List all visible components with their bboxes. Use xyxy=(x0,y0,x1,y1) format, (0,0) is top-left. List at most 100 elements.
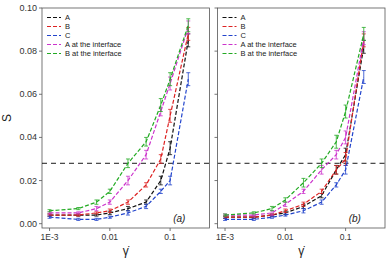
y-axis-label: S xyxy=(0,114,14,122)
error-bar xyxy=(252,218,256,220)
x-tick xyxy=(345,228,346,231)
plot-frame xyxy=(42,8,210,228)
error-bar xyxy=(144,137,148,146)
error-bar xyxy=(186,73,190,86)
error-bar xyxy=(283,214,287,216)
error-bar xyxy=(144,204,148,208)
error-bar xyxy=(362,27,366,40)
error-bar xyxy=(344,131,348,144)
legend-swatch xyxy=(223,17,237,18)
x-tick xyxy=(285,228,286,231)
legend: ABCA at the interfaceB at the interface xyxy=(223,13,298,58)
error-bar xyxy=(283,202,287,206)
error-bar xyxy=(223,218,227,220)
y-tick-label: 0.02 xyxy=(19,176,37,186)
error-bar xyxy=(223,214,227,216)
error-bar xyxy=(126,159,130,168)
series-line xyxy=(50,25,189,210)
y-tick xyxy=(39,51,42,52)
series-line xyxy=(225,34,364,215)
series-line xyxy=(50,40,189,215)
series-line xyxy=(50,79,189,219)
y-tick xyxy=(39,94,42,95)
error-bar xyxy=(301,178,305,187)
error-bar xyxy=(159,155,163,164)
legend-label: A at the interface xyxy=(241,40,297,49)
error-bar xyxy=(334,150,338,159)
error-bar xyxy=(94,218,98,220)
plot-data xyxy=(218,27,386,220)
error-bar xyxy=(159,99,163,112)
y-tick-label: 0.08 xyxy=(19,46,37,56)
series-line xyxy=(225,40,364,217)
legend-swatch xyxy=(47,53,61,54)
y-tick xyxy=(215,8,218,9)
error-bar xyxy=(283,198,287,202)
error-bar xyxy=(344,105,348,118)
error-bar xyxy=(126,200,130,204)
error-bar xyxy=(168,142,172,155)
series-line xyxy=(225,38,364,215)
legend-label: B xyxy=(241,22,246,31)
legend-label: C xyxy=(65,31,71,40)
error-bar xyxy=(108,216,112,218)
error-bar xyxy=(334,165,338,174)
legend-label: A at the interface xyxy=(65,40,121,49)
error-bar xyxy=(320,200,324,204)
y-tick xyxy=(215,51,218,52)
error-bar xyxy=(108,209,112,212)
figure: 0.000.020.040.060.080.101E-30.010.1γ̇S(a… xyxy=(0,0,390,262)
reference-line xyxy=(218,163,386,164)
x-tick-label: 0.01 xyxy=(277,232,294,242)
error-bar xyxy=(168,109,172,122)
y-tick xyxy=(39,137,42,138)
x-tick-label: 1E-3 xyxy=(41,232,59,242)
error-bar xyxy=(252,212,256,214)
error-bar xyxy=(320,189,324,193)
error-bar xyxy=(159,176,163,185)
y-tick xyxy=(39,180,42,181)
panel-label: (a) xyxy=(173,213,185,224)
legend-swatch xyxy=(47,44,61,45)
y-tick xyxy=(215,94,218,95)
error-bar xyxy=(76,218,80,220)
legend-swatch xyxy=(223,26,237,27)
error-bar xyxy=(301,189,305,193)
y-tick xyxy=(215,223,218,224)
error-bar xyxy=(48,210,52,212)
x-tick xyxy=(225,228,226,231)
x-axis-label: γ̇ xyxy=(298,244,305,258)
x-tick-label: 1E-3 xyxy=(216,232,234,242)
error-bar xyxy=(186,19,190,32)
panel: 1E-30.010.1γ̇(b)ABCA at the interfaceB a… xyxy=(215,8,386,258)
y-tick xyxy=(39,8,42,9)
legend-swatch xyxy=(47,17,61,18)
legend-label: A xyxy=(241,13,246,22)
legend-label: A xyxy=(65,13,70,22)
x-tick xyxy=(170,228,171,231)
error-bar xyxy=(270,211,274,215)
error-bar xyxy=(334,135,338,148)
x-tick-label: 0.1 xyxy=(340,232,352,242)
error-bar xyxy=(126,176,130,185)
error-bar xyxy=(344,165,348,174)
error-bar xyxy=(144,200,148,204)
plot-data xyxy=(42,19,210,221)
legend-label: B at the interface xyxy=(65,49,122,58)
error-bar xyxy=(362,71,366,84)
legend-swatch xyxy=(223,44,237,45)
x-tick-label: 0.1 xyxy=(164,232,176,242)
error-bar xyxy=(301,209,305,213)
x-tick xyxy=(49,228,50,231)
legend-swatch xyxy=(223,53,237,54)
legend-swatch xyxy=(47,26,61,27)
error-bar xyxy=(94,206,98,210)
error-bar xyxy=(270,206,274,210)
error-bar xyxy=(159,189,163,193)
error-bar xyxy=(126,206,130,210)
reference-line xyxy=(42,163,210,164)
y-tick-label: 0.00 xyxy=(19,219,37,229)
error-bar xyxy=(283,209,287,212)
legend-label: B xyxy=(65,22,70,31)
error-bar xyxy=(48,216,52,218)
